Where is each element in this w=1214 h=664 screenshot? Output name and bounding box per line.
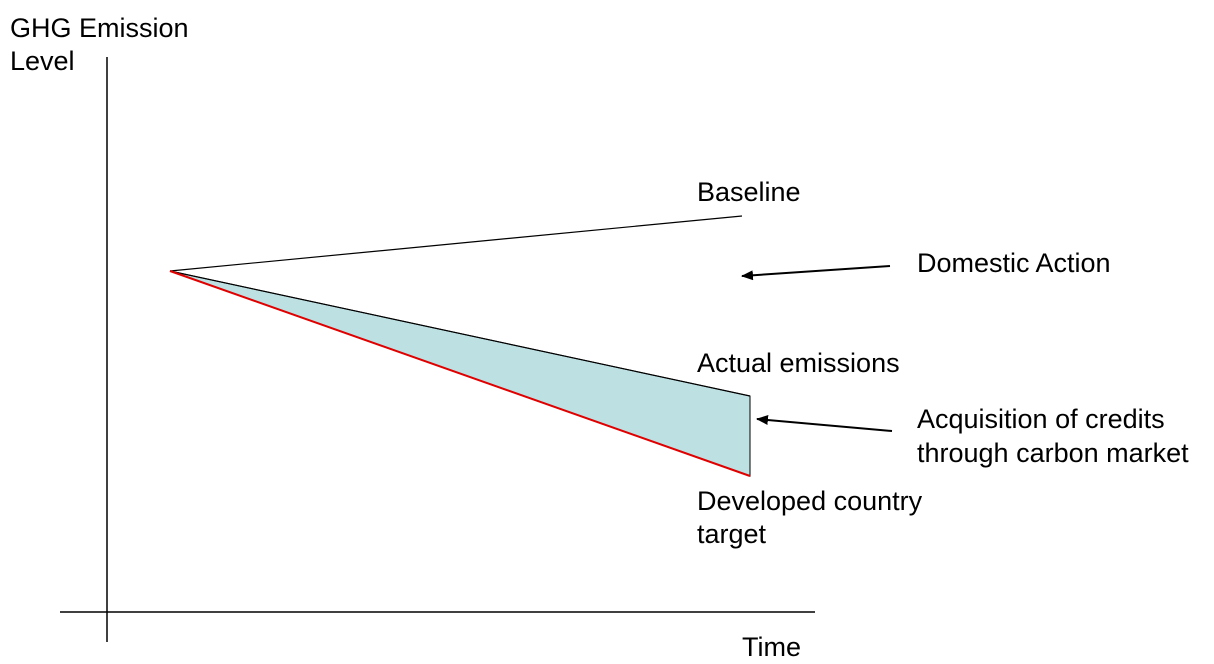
actual-emissions-line <box>169 270 751 397</box>
baseline-label: Baseline <box>697 177 801 207</box>
baseline-line <box>169 215 743 272</box>
y-axis-label-line2: Level <box>10 46 75 76</box>
x-axis-label: Time <box>742 632 801 662</box>
target-label-line2: target <box>697 519 767 549</box>
domestic-action-label: Domestic Action <box>917 248 1111 278</box>
domestic-action-arrow <box>741 265 891 281</box>
credits-label-line2: through carbon market <box>917 438 1189 468</box>
target-line <box>169 270 751 477</box>
credits-label-line1: Acquisition of credits <box>917 404 1165 434</box>
y-axis-label-line1: GHG Emission <box>10 13 189 43</box>
target-label-line1: Developed country <box>697 486 923 516</box>
actual-emissions-label: Actual emissions <box>697 348 900 378</box>
credits-arrow <box>756 414 893 432</box>
